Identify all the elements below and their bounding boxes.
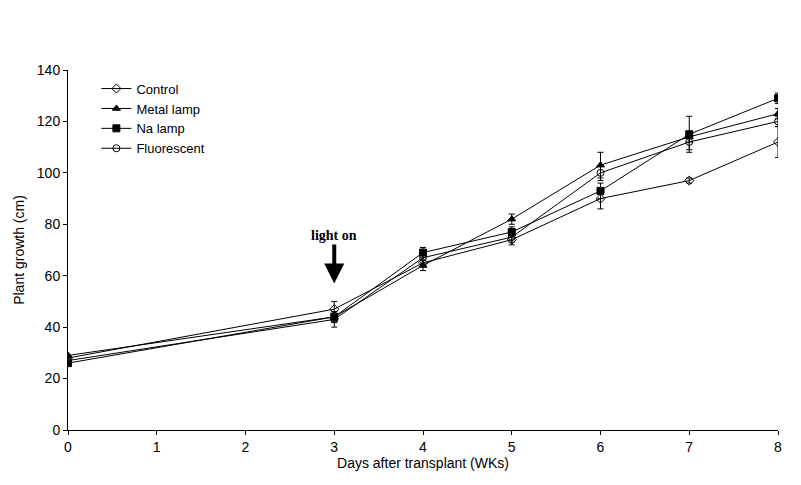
- svg-text:Metal lamp: Metal lamp: [136, 102, 200, 117]
- svg-text:2: 2: [242, 439, 250, 455]
- svg-text:40: 40: [45, 319, 61, 335]
- svg-text:8: 8: [774, 439, 782, 455]
- svg-text:6: 6: [597, 439, 605, 455]
- svg-text:3: 3: [330, 439, 338, 455]
- svg-text:Fluorescent: Fluorescent: [136, 141, 204, 156]
- svg-text:140: 140: [37, 62, 61, 78]
- svg-text:5: 5: [508, 439, 516, 455]
- svg-text:Days after transplant (WKs): Days after transplant (WKs): [337, 455, 509, 471]
- svg-text:20: 20: [45, 370, 61, 386]
- svg-text:7: 7: [685, 439, 693, 455]
- svg-text:Control: Control: [136, 82, 178, 97]
- svg-text:100: 100: [37, 165, 61, 181]
- svg-text:light on: light on: [311, 228, 357, 243]
- svg-text:60: 60: [45, 268, 61, 284]
- svg-text:Na lamp: Na lamp: [136, 121, 184, 136]
- svg-text:1: 1: [153, 439, 161, 455]
- svg-text:Plant growth (cm): Plant growth (cm): [11, 195, 27, 305]
- svg-text:0: 0: [52, 422, 60, 438]
- svg-text:4: 4: [419, 439, 427, 455]
- svg-text:0: 0: [64, 439, 72, 455]
- svg-text:120: 120: [37, 113, 61, 129]
- svg-text:80: 80: [45, 216, 61, 232]
